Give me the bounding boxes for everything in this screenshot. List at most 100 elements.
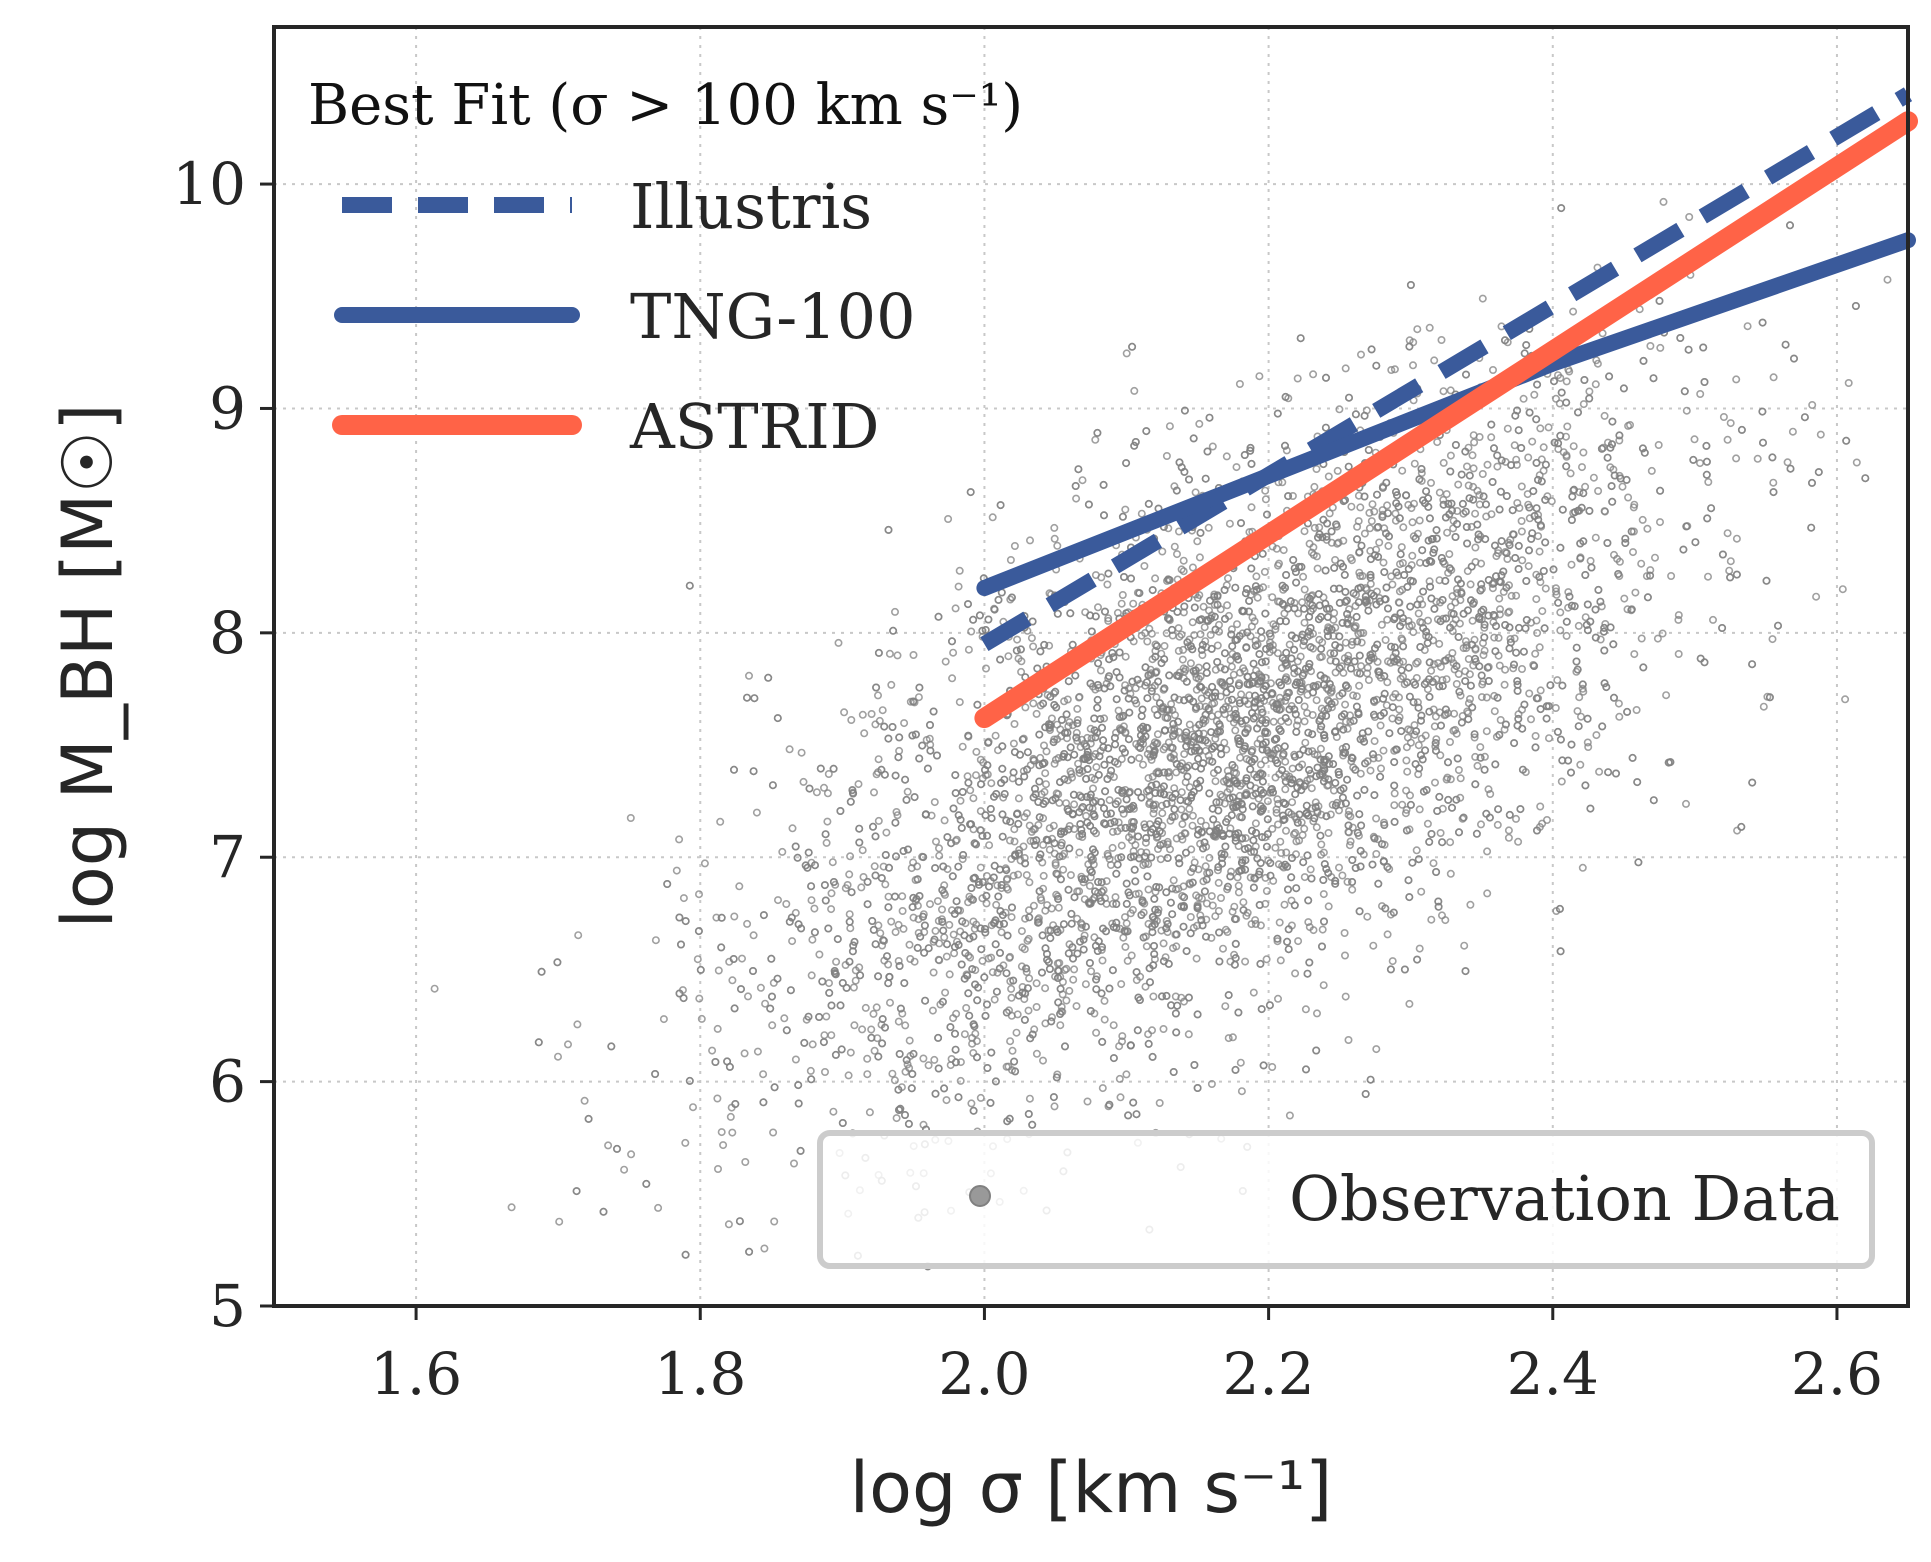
observation-point — [890, 1076, 899, 1085]
observation-point — [1437, 553, 1446, 562]
observation-point — [1399, 642, 1408, 651]
observation-point — [1391, 509, 1400, 518]
observation-point — [1452, 662, 1461, 671]
observation-point — [1453, 589, 1462, 598]
observation-point — [1173, 550, 1182, 559]
observation-point — [1484, 785, 1493, 794]
observation-point — [1031, 840, 1040, 849]
observation-point — [1601, 507, 1610, 516]
observation-point — [1280, 900, 1289, 909]
observation-point — [1101, 787, 1110, 796]
observation-point — [1391, 689, 1400, 698]
observation-point — [815, 950, 824, 959]
observation-point — [1556, 608, 1565, 617]
observation-point — [1038, 968, 1047, 977]
observation-point — [1487, 433, 1496, 442]
observation-point — [966, 488, 975, 497]
observation-point — [1383, 930, 1392, 939]
observation-point — [844, 1071, 853, 1080]
observation-point — [1246, 873, 1255, 882]
observation-point — [1852, 458, 1861, 467]
observation-point — [1050, 1102, 1059, 1111]
observation-point — [925, 720, 934, 729]
observation-point — [1348, 637, 1357, 646]
observation-point — [1148, 586, 1157, 595]
observation-point — [1305, 923, 1314, 932]
observation-point — [1454, 632, 1463, 641]
observation-point — [1454, 480, 1463, 489]
observation-point — [1457, 589, 1466, 598]
observation-point — [1316, 725, 1325, 734]
observation-point — [1307, 784, 1316, 793]
observation-point — [1007, 913, 1016, 922]
observation-point — [1198, 640, 1207, 649]
observation-point — [1788, 427, 1797, 436]
observation-point — [981, 664, 990, 673]
observation-point — [1251, 641, 1260, 650]
observation-point — [1326, 688, 1335, 697]
observation-point — [1042, 780, 1051, 789]
observation-point — [1105, 796, 1114, 805]
observation-point — [928, 1006, 937, 1015]
observation-point — [714, 966, 723, 975]
observation-point — [1324, 828, 1333, 837]
observation-point — [1570, 485, 1579, 494]
observation-point — [1390, 365, 1399, 374]
observation-point — [1373, 490, 1382, 499]
observation-point — [992, 900, 1001, 909]
observation-point — [1575, 693, 1584, 702]
observation-point — [1166, 816, 1175, 825]
observation-point — [1690, 435, 1699, 444]
observation-point — [1538, 819, 1547, 828]
observation-point — [1501, 720, 1510, 729]
observation-point — [1444, 568, 1453, 577]
observation-point — [719, 1141, 728, 1150]
observation-point — [1130, 386, 1139, 395]
observation-point — [1004, 652, 1013, 661]
observation-point — [1011, 1067, 1020, 1076]
observation-point — [1320, 730, 1329, 739]
observation-point — [1456, 774, 1465, 783]
observation-point — [1480, 646, 1489, 655]
observation-point — [1360, 529, 1369, 538]
observation-point — [1454, 765, 1463, 774]
observation-point — [878, 706, 887, 715]
observation-point — [1457, 470, 1466, 479]
observation-point — [967, 627, 976, 636]
observation-point — [1497, 456, 1506, 465]
observation-point — [1311, 798, 1320, 807]
observation-point — [1685, 213, 1694, 222]
observation-point — [1679, 545, 1688, 554]
observation-point — [1317, 652, 1326, 661]
observation-point — [1002, 1062, 1011, 1071]
observation-point — [1418, 755, 1427, 764]
observation-point — [1063, 753, 1072, 762]
observation-point — [1313, 564, 1322, 573]
observation-point — [1331, 876, 1340, 885]
observation-point — [858, 710, 867, 719]
observation-point — [1336, 559, 1345, 568]
observation-point — [1282, 826, 1291, 835]
observation-point — [1017, 962, 1026, 971]
observation-point — [1290, 564, 1299, 573]
observation-point — [1169, 731, 1178, 740]
observation-point — [957, 823, 966, 832]
observation-point — [966, 786, 975, 795]
observation-point — [1186, 929, 1195, 938]
observation-point — [1037, 896, 1046, 905]
observation-point — [1479, 492, 1488, 501]
observation-point — [1423, 819, 1432, 828]
observation-point — [1229, 670, 1238, 679]
observation-point — [1304, 896, 1313, 905]
observation-point — [1312, 696, 1321, 705]
observation-point — [1229, 803, 1238, 812]
observation-point — [1285, 705, 1294, 714]
observation-point — [881, 880, 890, 889]
observation-point — [1427, 666, 1436, 675]
observation-point — [909, 1049, 918, 1058]
observation-point — [1355, 681, 1364, 690]
observation-point — [976, 924, 985, 933]
observation-point — [1341, 364, 1350, 373]
observation-point — [1117, 755, 1126, 764]
observation-point — [900, 979, 909, 988]
